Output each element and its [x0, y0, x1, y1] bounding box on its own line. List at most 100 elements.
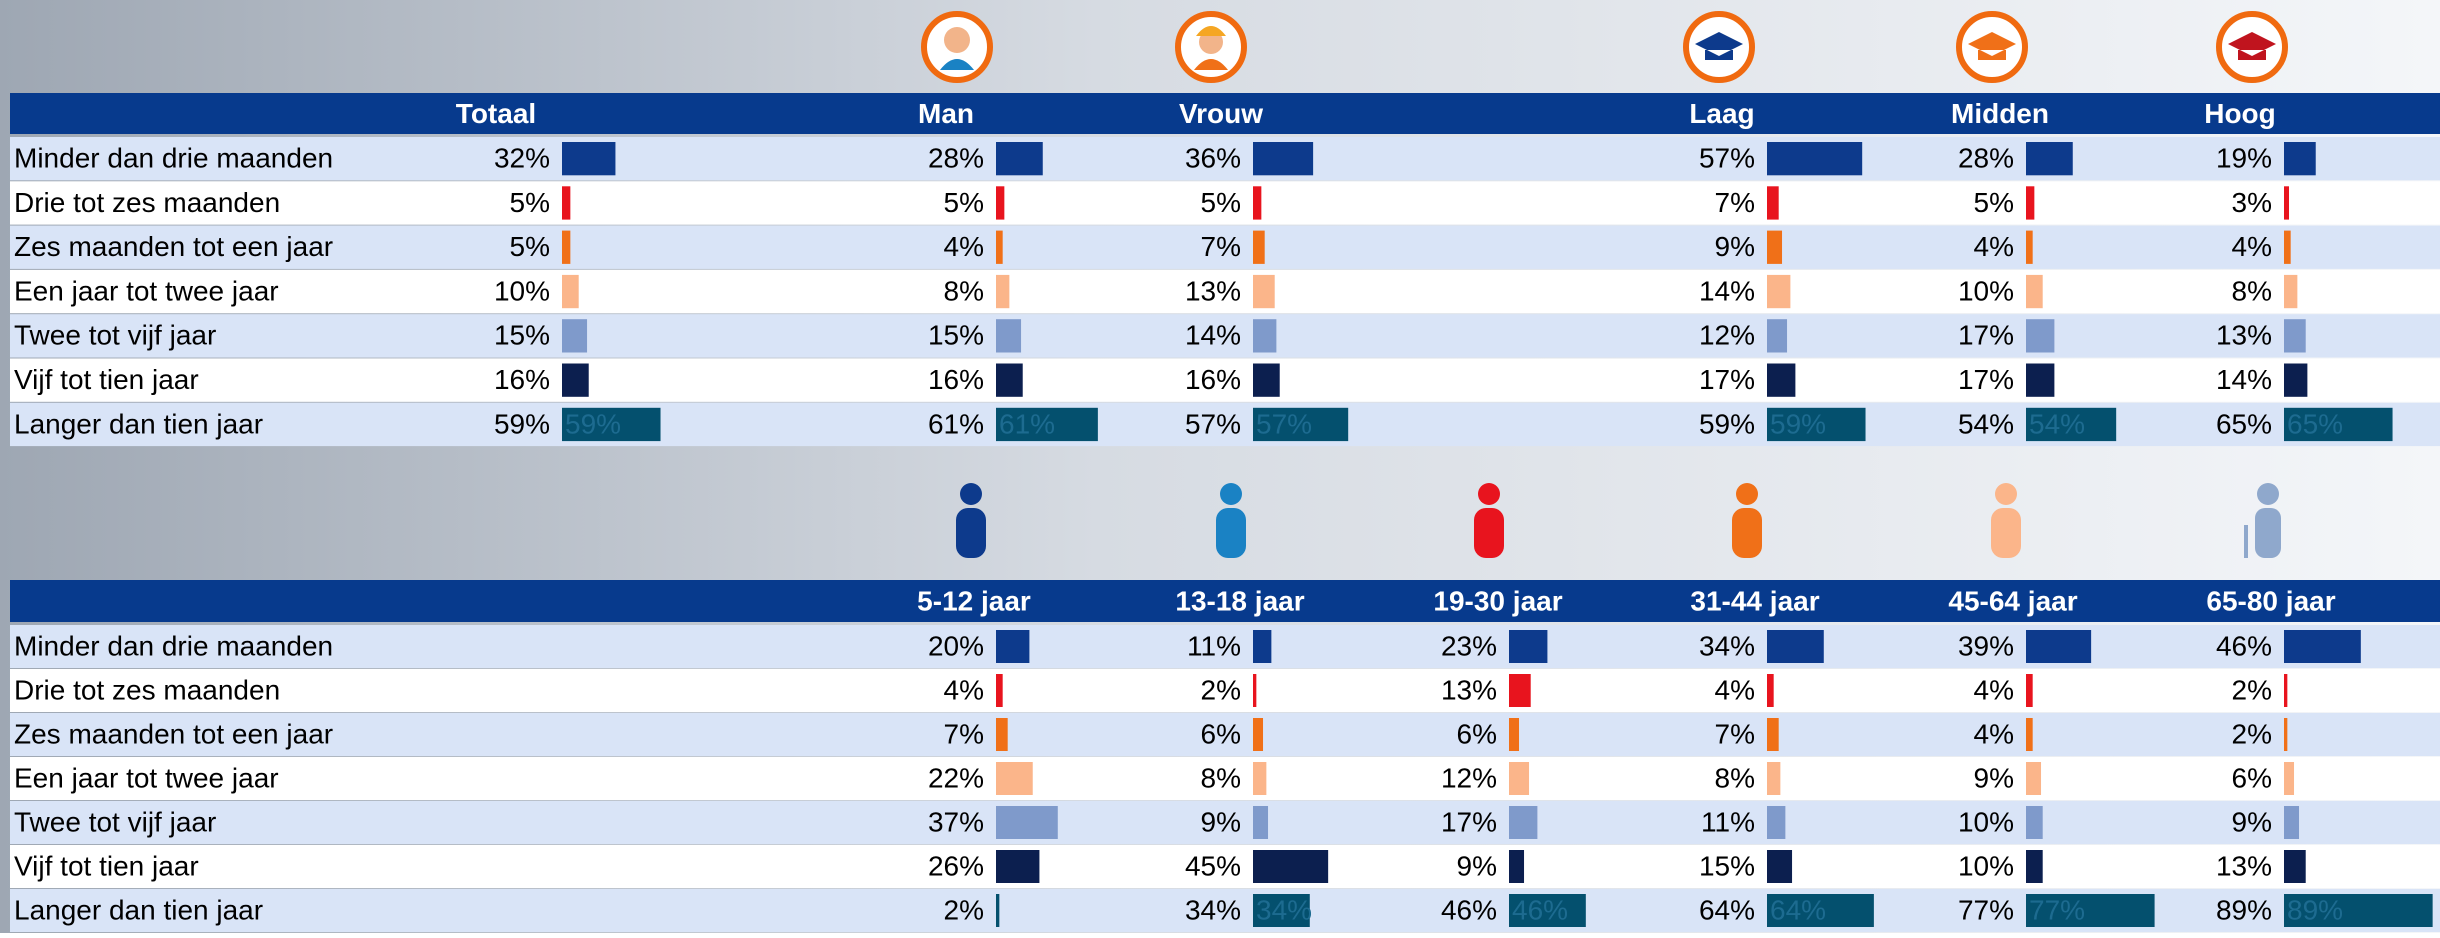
value-label: 10%	[1958, 275, 2014, 306]
value-label: 17%	[1958, 320, 2014, 351]
data-bar	[1509, 850, 1525, 883]
icon-cap-mid	[1956, 11, 2028, 83]
column-header: Totaal	[456, 98, 536, 129]
icon-adult	[1732, 483, 1762, 558]
icon-teen	[1216, 483, 1246, 558]
value-label: 2%	[944, 894, 984, 925]
value-label: 10%	[1958, 806, 2014, 837]
value-label: 17%	[1699, 364, 1755, 395]
value-label: 2%	[2232, 718, 2272, 749]
data-bar	[996, 274, 1010, 309]
data-bar	[1767, 806, 1786, 839]
bar-inner-label: 54%	[2029, 408, 2085, 439]
icon-man	[921, 11, 993, 83]
data-bar	[1767, 718, 1779, 751]
value-label: 15%	[928, 320, 984, 351]
data-bar	[562, 319, 588, 353]
value-label: 54%	[1958, 408, 2014, 439]
value-label: 6%	[2232, 762, 2272, 793]
bar-inner-label: 57%	[1256, 408, 1312, 439]
data-bar	[2284, 630, 2361, 663]
value-label: 12%	[1441, 762, 1497, 793]
value-label: 34%	[1699, 630, 1755, 661]
icon-child	[956, 483, 986, 558]
value-label: 8%	[1715, 762, 1755, 793]
value-label: 8%	[944, 275, 984, 306]
icon-elderly	[2244, 483, 2281, 558]
value-label: 14%	[1699, 275, 1755, 306]
value-label: 15%	[1699, 850, 1755, 881]
data-bar	[2026, 274, 2043, 309]
value-label: 6%	[1201, 718, 1241, 749]
value-label: 59%	[494, 408, 550, 439]
value-label: 9%	[1457, 850, 1497, 881]
bar-inner-label: 77%	[2029, 894, 2085, 925]
data-bar	[562, 274, 579, 309]
data-bar	[562, 142, 616, 176]
data-bar	[996, 718, 1008, 751]
column-header: 31-44 jaar	[1690, 585, 1819, 616]
data-bar	[1509, 894, 1586, 927]
value-label: 4%	[1974, 674, 2014, 705]
data-bar	[1767, 407, 1866, 442]
value-label: 17%	[1958, 364, 2014, 395]
value-label: 16%	[1185, 364, 1241, 395]
data-bar	[1253, 894, 1310, 927]
value-label: 9%	[2232, 806, 2272, 837]
value-label: 10%	[494, 275, 550, 306]
data-bar	[2026, 186, 2035, 220]
data-bar	[2284, 186, 2290, 220]
data-bar	[1253, 186, 1262, 220]
row-label: Een jaar tot twee jaar	[14, 275, 279, 306]
data-bar	[2284, 806, 2300, 839]
value-label: 5%	[510, 231, 550, 262]
value-label: 5%	[944, 187, 984, 218]
data-bar	[1767, 762, 1781, 795]
data-bar	[1767, 850, 1793, 883]
row-background	[10, 181, 2440, 225]
data-bar	[1767, 230, 1783, 264]
value-label: 13%	[1441, 674, 1497, 705]
bar-inner-label: 59%	[565, 408, 621, 439]
column-header: 19-30 jaar	[1433, 585, 1562, 616]
data-bar	[1253, 230, 1265, 264]
value-label: 13%	[2216, 850, 2272, 881]
value-label: 4%	[944, 674, 984, 705]
value-label: 11%	[1701, 806, 1755, 837]
value-label: 7%	[1715, 718, 1755, 749]
value-label: 14%	[2216, 364, 2272, 395]
data-bar	[996, 806, 1058, 839]
data-bar	[996, 674, 1003, 707]
value-label: 64%	[1699, 894, 1755, 925]
value-label: 26%	[928, 850, 984, 881]
data-bar	[1253, 319, 1277, 353]
value-label: 36%	[1185, 143, 1241, 174]
column-header: 13-18 jaar	[1175, 585, 1304, 616]
data-bar	[2284, 363, 2308, 397]
data-bar	[996, 363, 1023, 397]
data-bar	[2284, 230, 2291, 264]
bar-inner-label: 34%	[1256, 894, 1312, 925]
data-bar	[1253, 274, 1275, 309]
data-bar	[996, 186, 1005, 220]
row-label: Minder dan drie maanden	[14, 143, 333, 174]
data-bar	[1509, 718, 1520, 751]
data-bar	[2284, 762, 2295, 795]
age-icons	[956, 483, 2281, 558]
row-label: Langer dan tien jaar	[14, 894, 263, 925]
data-bar	[1509, 806, 1538, 839]
value-label: 28%	[928, 143, 984, 174]
icon-cap-low	[1683, 11, 1755, 83]
row-background	[10, 669, 2440, 712]
value-label: 7%	[1715, 187, 1755, 218]
value-label: 34%	[1185, 894, 1241, 925]
data-bar	[1253, 850, 1329, 883]
value-label: 13%	[1185, 275, 1241, 306]
value-label: 12%	[1699, 320, 1755, 351]
value-label: 13%	[2216, 320, 2272, 351]
bar-inner-label: 64%	[1770, 894, 1826, 925]
bar-inner-label: 46%	[1512, 894, 1568, 925]
data-bar	[562, 230, 571, 264]
